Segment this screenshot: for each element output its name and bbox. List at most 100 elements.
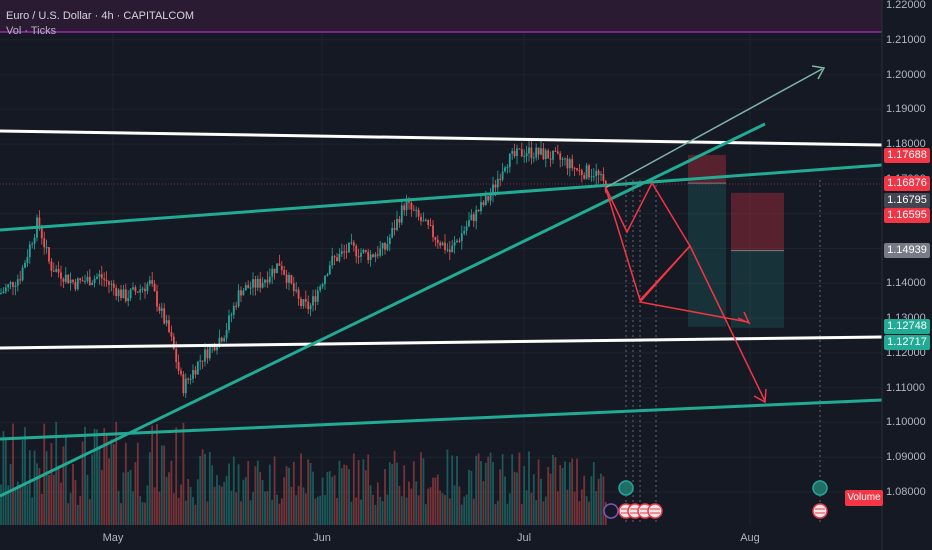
candle-body [108, 281, 110, 285]
volume-bar [297, 485, 300, 525]
us-flag-event-icon [647, 503, 663, 519]
volume-bar [484, 462, 487, 525]
candle-body [494, 184, 497, 188]
volume-bar [345, 465, 348, 525]
volume-bar [338, 460, 341, 525]
candle-body [31, 243, 34, 245]
candle-body [362, 249, 365, 253]
projection-arrows[interactable] [604, 181, 767, 404]
candle-body [240, 290, 242, 296]
volume-bar [163, 445, 166, 525]
volume-bar [93, 428, 96, 525]
candle-body [559, 153, 562, 160]
volume-bar [381, 501, 384, 525]
volume-bar [312, 471, 314, 525]
volume-bar [576, 458, 578, 525]
candle-body [345, 251, 348, 253]
volume-bar [595, 491, 598, 525]
candle-body [156, 291, 158, 307]
volume-bar [204, 453, 206, 525]
candle-body [585, 165, 588, 179]
volume-bar [309, 462, 312, 525]
candle-body [283, 269, 286, 275]
candle-body [136, 291, 139, 293]
volume-bar [24, 427, 26, 525]
candle-body [400, 205, 403, 223]
candle-body [57, 269, 60, 273]
candle-body [482, 202, 485, 205]
time-tick-label: May [102, 532, 124, 544]
event-icons[interactable] [603, 480, 828, 519]
volume-bar [242, 479, 245, 525]
volume-bar [403, 465, 406, 525]
volume-bar [264, 491, 266, 525]
candle-body [244, 285, 247, 291]
candle-body [218, 337, 221, 348]
volume-bar [540, 478, 542, 525]
candle-body [516, 148, 518, 157]
candle-body [518, 148, 521, 150]
volume-bar [398, 485, 401, 525]
candle-body [67, 274, 70, 284]
volume-bar [50, 443, 53, 525]
candle-body [314, 296, 317, 302]
volume-bar [268, 464, 271, 525]
volume-bar [38, 468, 41, 525]
volume-bar [31, 497, 34, 525]
candle-body [100, 274, 103, 279]
candle-body [199, 360, 202, 362]
volume-bar [453, 485, 456, 525]
candle-body [549, 158, 552, 160]
candle-body [432, 225, 434, 238]
volume-bar [117, 490, 120, 525]
candle-body [381, 243, 384, 249]
candle-body [576, 168, 578, 171]
volume-bar [496, 500, 499, 525]
candle-body [268, 276, 271, 283]
candle-body [424, 219, 427, 221]
volume-bar [564, 461, 566, 525]
candle-body [523, 156, 526, 158]
volume-bar [417, 495, 420, 525]
candle-body [28, 244, 31, 258]
candle-body [141, 288, 144, 290]
projection-up-arrowhead [811, 65, 826, 80]
volume-bar [122, 472, 125, 525]
volume-bar [261, 479, 264, 525]
candle-body [386, 244, 389, 250]
candle-body [571, 159, 574, 168]
candle-body [453, 242, 456, 246]
candle-body [288, 274, 290, 283]
candle-body [19, 279, 22, 281]
volume-bar [139, 496, 142, 525]
projection-up-line [604, 68, 823, 189]
volume-bar [532, 474, 535, 525]
candle-body [496, 178, 499, 188]
candle-body [434, 237, 437, 240]
candle-body [86, 276, 89, 282]
volume-bar [237, 464, 240, 525]
lightning-event-icon [603, 503, 619, 519]
candle-body [170, 332, 173, 337]
candle-body [184, 378, 187, 394]
volume-bar [148, 452, 151, 525]
candle-body [460, 233, 463, 242]
candle-body [62, 278, 65, 282]
volume-bar [2, 431, 5, 525]
candle-body [201, 360, 204, 362]
volume-bar [408, 481, 410, 525]
candle-body [568, 159, 571, 169]
candle-body [588, 165, 590, 178]
volume-bar [216, 475, 218, 525]
candle-body [340, 251, 343, 254]
candle-body [513, 151, 516, 157]
volume-bar [547, 466, 550, 525]
candle-body [172, 336, 175, 350]
volume-bar [388, 462, 391, 525]
candle-body [105, 279, 108, 282]
candle-body [595, 170, 598, 177]
candle-body [578, 170, 581, 172]
candle-body [331, 256, 334, 266]
candle-body [300, 298, 302, 307]
